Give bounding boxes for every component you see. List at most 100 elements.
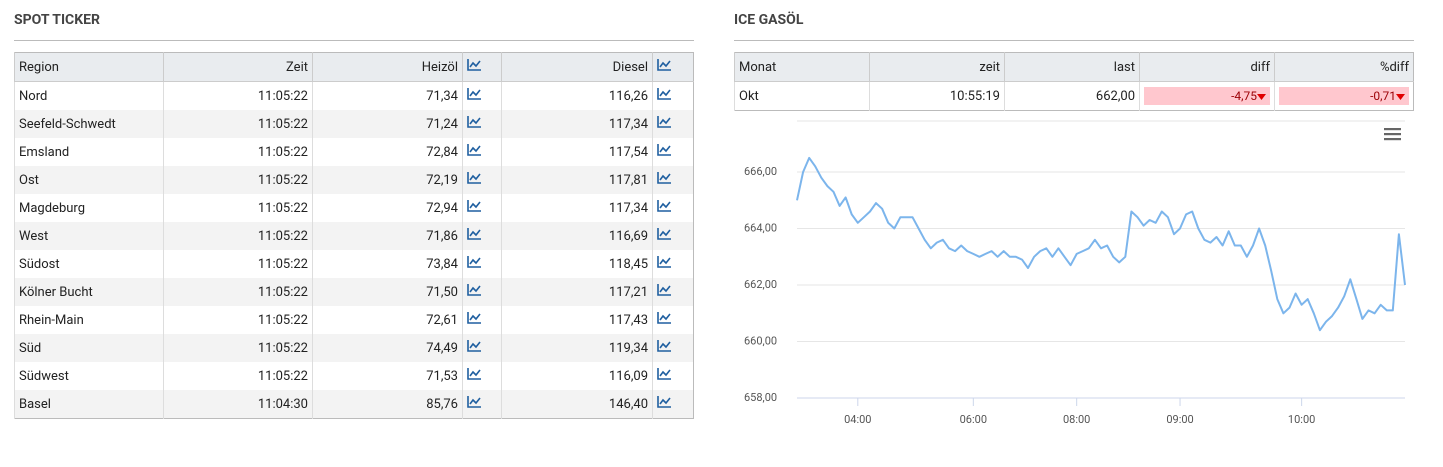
row: Emsland 11:05:22 72,84 117,54	[14, 138, 694, 166]
chart-icon[interactable]	[657, 228, 671, 240]
chart-icon[interactable]	[657, 172, 671, 184]
cell: 11:05:22	[163, 81, 313, 110]
cell: West	[14, 222, 164, 250]
cell: 11:05:22	[163, 250, 313, 278]
icon-axis	[467, 340, 481, 352]
icon-axis	[657, 172, 671, 184]
chart-icon[interactable]	[467, 228, 481, 240]
icon-axis	[467, 88, 481, 100]
diff-cell: -4,75	[1139, 81, 1275, 111]
chart-icon[interactable]	[467, 116, 481, 128]
cell: 117,43	[501, 306, 653, 334]
chart-icon[interactable]	[657, 284, 671, 296]
icon-axis	[657, 340, 671, 352]
chart-icon[interactable]	[467, 144, 481, 156]
icon-cell	[652, 250, 694, 278]
icon-cell	[652, 390, 694, 419]
spot-title: SPOT TICKER	[14, 12, 100, 28]
chart-icon[interactable]	[467, 59, 481, 71]
diff-value: -0,71	[1370, 89, 1396, 103]
cell: 71,34	[312, 81, 463, 110]
row: Südost 11:05:22 73,84 118,45	[14, 250, 694, 278]
icon-cell	[652, 362, 694, 390]
chart-icon[interactable]	[657, 144, 671, 156]
icon-axis	[467, 256, 481, 268]
x-tick-label: 10:00	[1288, 413, 1315, 426]
icon-axis	[657, 396, 671, 408]
icon-axis	[657, 59, 671, 71]
chart-icon[interactable]	[657, 368, 671, 380]
chart-icon[interactable]	[657, 59, 671, 71]
chart-icon[interactable]	[467, 368, 481, 380]
cell: 117,81	[501, 166, 653, 194]
cell: 74,49	[312, 334, 463, 362]
icon-line	[659, 173, 671, 181]
cell: 116,26	[501, 81, 653, 110]
chart-icon[interactable]	[657, 396, 671, 408]
menu-icon[interactable]	[1384, 128, 1401, 141]
row: Rhein-Main 11:05:22 72,61 117,43	[14, 306, 694, 334]
ice-table: Monat zeit last diff %diff Okt 10:55:19 662,00-…	[734, 52, 1414, 111]
chart-icon[interactable]	[467, 256, 481, 268]
cell: 117,34	[501, 110, 653, 138]
x-tick-label: 08:00	[1063, 413, 1090, 426]
cell: 71,50	[312, 278, 463, 306]
cell: 11:05:22	[163, 166, 313, 194]
arrow	[1257, 94, 1266, 100]
row: Nord 11:05:22 71,34 116,26	[14, 81, 694, 110]
icon-cell	[462, 250, 502, 278]
chart-icon[interactable]	[657, 88, 671, 100]
cell: Süd	[14, 334, 164, 362]
column-header: diff	[1139, 52, 1275, 82]
column-header: Heizöl	[312, 52, 463, 82]
icon-line	[469, 117, 481, 125]
icon-cell	[462, 306, 502, 334]
icon-cell	[462, 334, 502, 362]
icon-axis	[657, 312, 671, 324]
icon-line	[659, 201, 671, 209]
column-header: Monat	[734, 52, 870, 82]
icon-cell	[462, 278, 502, 306]
chart-icon[interactable]	[467, 172, 481, 184]
column-header: Zeit	[163, 52, 313, 82]
row: Seefeld-Schwedt 11:05:22 71,24 117,34	[14, 110, 694, 138]
icon-axis	[467, 284, 481, 296]
icon-axis	[467, 59, 481, 71]
cell: 11:05:22	[163, 306, 313, 334]
icon-line	[469, 201, 481, 209]
chart-icon[interactable]	[467, 312, 481, 324]
icon-axis	[657, 200, 671, 212]
icon-cell	[652, 166, 694, 194]
menu-bar	[1384, 133, 1401, 136]
icon-line	[469, 341, 481, 349]
chart-icon[interactable]	[657, 256, 671, 268]
row: Basel 11:04:30 85,76 146,40	[14, 390, 694, 419]
chart-icon[interactable]	[467, 88, 481, 100]
chart-icon[interactable]	[467, 340, 481, 352]
icon-axis	[467, 116, 481, 128]
cell: Südwest	[14, 362, 164, 390]
icon-cell	[462, 166, 502, 194]
chart-icon[interactable]	[657, 116, 671, 128]
icon-axis	[467, 312, 481, 324]
header-row: Monat zeit last diff %diff	[734, 52, 1414, 82]
icon-axis	[657, 256, 671, 268]
chart-icon[interactable]	[657, 340, 671, 352]
chart-icon[interactable]	[467, 200, 481, 212]
cell: 11:05:22	[163, 222, 313, 250]
chart-icon[interactable]	[657, 312, 671, 324]
row: Okt 10:55:19 662,00 -4,75 -0,71	[734, 81, 1414, 111]
chart-icon[interactable]	[467, 284, 481, 296]
chart-icon[interactable]	[467, 396, 481, 408]
diff-value: -4,75	[1231, 89, 1257, 103]
chart-icon[interactable]	[657, 200, 671, 212]
y-tick-label: 666,00	[744, 165, 777, 178]
y-tick-label: 662,00	[744, 278, 777, 291]
cell: 117,21	[501, 278, 653, 306]
cell: Magdeburg	[14, 194, 164, 222]
cell: Rhein-Main	[14, 306, 164, 334]
icon-line	[659, 285, 671, 293]
icon-cell	[652, 194, 694, 222]
icon-line	[659, 341, 671, 349]
